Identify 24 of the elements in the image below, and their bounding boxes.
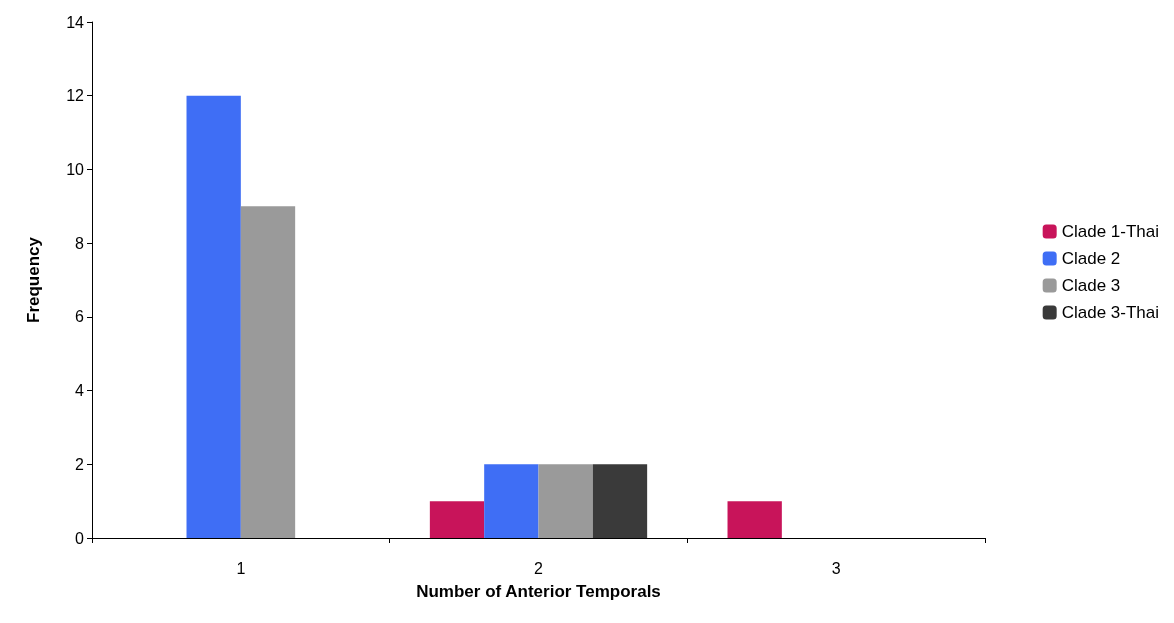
y-tick-label: 0 <box>75 529 85 547</box>
legend-label: Clade 3 <box>1061 276 1121 295</box>
x-axis-title: Number of Anterior Temporals <box>416 582 661 601</box>
bar <box>186 95 241 538</box>
x-tick-label: 1 <box>236 559 246 577</box>
y-axis-title: Frequency <box>24 236 43 323</box>
y-tick-label: 10 <box>66 160 85 178</box>
bar <box>592 464 648 538</box>
y-tick-label: 8 <box>75 234 85 252</box>
y-tick-label: 14 <box>66 13 85 31</box>
x-tick-label: 2 <box>534 559 544 577</box>
y-tick-label: 6 <box>75 308 85 326</box>
legend-label: Clade 1-Thai <box>1061 222 1159 241</box>
y-tick-label: 12 <box>66 87 85 105</box>
y-tick-label: 2 <box>75 455 85 473</box>
bar <box>240 206 296 538</box>
x-tick-label: 3 <box>831 559 841 577</box>
legend-label: Clade 3-Thai <box>1061 303 1159 322</box>
legend-label: Clade 2 <box>1061 249 1121 268</box>
y-tick-label: 4 <box>75 382 85 400</box>
bar <box>429 501 485 538</box>
bar <box>727 501 782 538</box>
bar <box>538 464 593 538</box>
bar <box>484 464 539 538</box>
